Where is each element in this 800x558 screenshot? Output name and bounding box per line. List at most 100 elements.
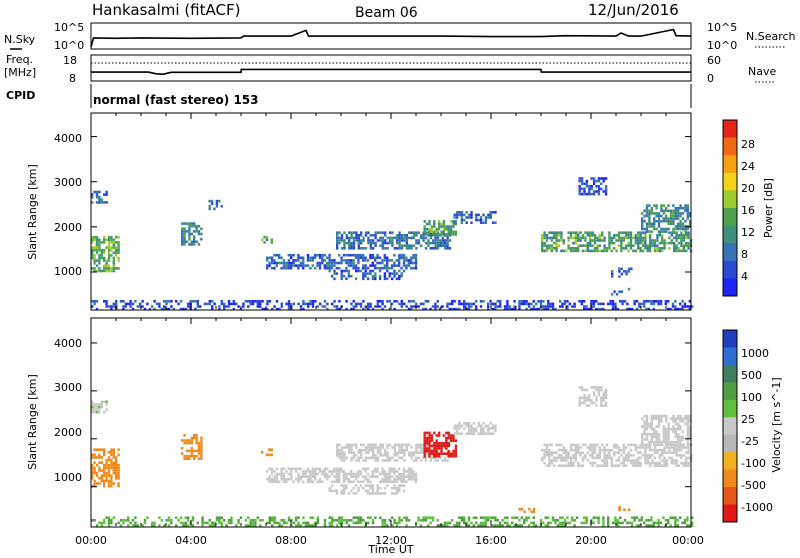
heatmap-cell xyxy=(653,435,656,439)
heatmap-cell xyxy=(528,507,531,511)
heatmap-cell xyxy=(405,446,408,449)
heatmap-cell xyxy=(318,264,322,267)
heatmap-cell xyxy=(633,300,636,303)
heatmap-cell xyxy=(428,227,431,231)
heatmap-cell xyxy=(314,300,317,303)
heatmap-cell xyxy=(442,233,446,236)
heatmap-cell xyxy=(653,417,656,420)
heatmap-cell xyxy=(155,302,159,306)
heatmap-cell xyxy=(611,307,615,311)
heatmap-cell xyxy=(271,519,274,522)
heatmap-cell xyxy=(112,261,115,265)
heatmap-cell xyxy=(674,422,677,426)
heatmap-cell xyxy=(107,519,111,522)
velocity-heatmap-cells xyxy=(91,386,694,527)
heatmap-cell xyxy=(280,477,283,481)
heatmap-cell xyxy=(479,221,483,224)
heatmap-cell xyxy=(115,235,118,239)
heatmap-cell xyxy=(424,459,428,462)
heatmap-cell xyxy=(190,449,193,453)
heatmap-cell xyxy=(343,239,346,242)
heatmap-cell xyxy=(364,266,367,270)
heatmap-cell xyxy=(193,243,196,246)
heatmap-cell xyxy=(679,225,682,228)
heatmap-cell xyxy=(645,524,648,527)
heatmap-cell xyxy=(338,241,341,245)
heatmap-cell xyxy=(95,201,99,204)
heatmap-cell xyxy=(383,277,387,281)
power-ytick-4000: 4000 xyxy=(54,132,82,145)
heatmap-cell xyxy=(424,236,428,240)
heatmap-cell xyxy=(350,241,353,245)
heatmap-cell xyxy=(608,454,611,457)
heatmap-cell xyxy=(376,300,379,303)
heatmap-cell xyxy=(665,414,668,418)
heatmap-cell xyxy=(93,300,96,303)
heatmap-cell xyxy=(569,247,573,250)
heatmap-cell xyxy=(653,443,656,446)
heatmap-cell xyxy=(433,431,436,435)
heatmap-cell xyxy=(559,524,562,527)
heatmap-cell xyxy=(681,307,684,311)
heatmap-cell xyxy=(651,244,654,247)
heatmap-cell xyxy=(278,253,281,257)
heatmap-cell xyxy=(340,247,344,250)
heatmap-cell xyxy=(487,213,490,217)
heatmap-cell xyxy=(565,448,568,452)
heatmap-cell xyxy=(225,524,228,527)
heatmap-cell xyxy=(657,433,661,436)
heatmap-cell xyxy=(644,459,647,462)
heatmap-cell xyxy=(641,212,644,215)
heatmap-cell xyxy=(632,459,635,462)
heatmap-cell xyxy=(665,219,668,223)
heatmap-cell xyxy=(679,440,682,444)
heatmap-cell xyxy=(381,239,384,242)
heatmap-cell xyxy=(638,302,641,306)
heatmap-cell xyxy=(643,300,646,303)
velocity-colorbar-segment xyxy=(723,452,737,471)
heatmap-cell xyxy=(665,440,668,444)
heatmap-cell xyxy=(673,249,676,253)
heatmap-cell xyxy=(388,231,392,234)
heatmap-cell xyxy=(657,214,661,218)
heatmap-cell xyxy=(433,220,436,223)
heatmap-cell xyxy=(93,479,96,483)
heatmap-cell xyxy=(343,459,346,462)
heatmap-cell xyxy=(299,475,302,478)
heatmap-cell xyxy=(425,439,429,442)
heatmap-cell xyxy=(672,420,675,423)
heatmap-cell xyxy=(357,519,360,522)
heatmap-cell xyxy=(415,451,418,454)
heatmap-cell xyxy=(655,440,658,444)
heatmap-cell xyxy=(408,443,411,447)
heatmap-cell xyxy=(115,267,118,270)
heatmap-cell xyxy=(95,243,99,247)
heatmap-cell xyxy=(687,234,690,237)
heatmap-cell xyxy=(653,227,656,231)
heatmap-cell xyxy=(593,443,597,447)
heatmap-cell xyxy=(691,305,694,308)
heatmap-cell xyxy=(268,521,271,525)
heatmap-cell xyxy=(297,521,300,525)
heatmap-cell xyxy=(635,300,639,303)
heatmap-cell xyxy=(391,302,394,306)
heatmap-cell xyxy=(613,464,616,467)
heatmap-cell xyxy=(287,305,291,308)
heatmap-cell xyxy=(621,521,624,525)
heatmap-cell xyxy=(254,524,257,527)
heatmap-cell xyxy=(371,486,375,490)
heatmap-cell xyxy=(677,464,681,467)
heatmap-cell xyxy=(93,405,96,409)
heatmap-cell xyxy=(675,464,678,467)
heatmap-cell xyxy=(470,429,473,433)
heatmap-cell xyxy=(672,204,675,207)
heatmap-cell xyxy=(637,459,640,462)
heatmap-cell xyxy=(682,446,685,449)
heatmap-cell xyxy=(290,307,293,311)
heatmap-cell xyxy=(405,475,408,478)
heatmap-cell xyxy=(650,222,653,226)
heatmap-cell xyxy=(105,408,108,411)
heatmap-cell xyxy=(333,259,336,262)
heatmap-cell xyxy=(608,247,611,250)
heatmap-cell xyxy=(280,467,283,471)
